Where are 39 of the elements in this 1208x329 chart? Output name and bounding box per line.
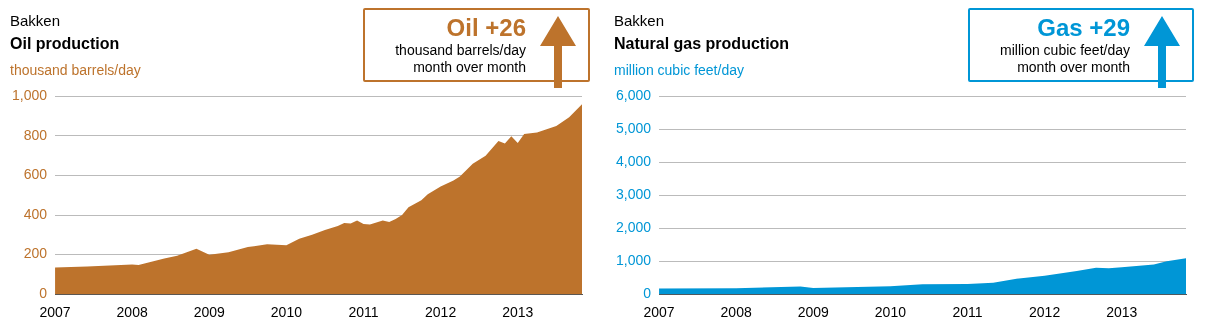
y-tick-label: 0: [643, 285, 652, 302]
x-tick-label: 2008: [116, 304, 148, 321]
y-tick-label: 200: [23, 245, 48, 262]
y-tick-label: 400: [23, 205, 48, 222]
x-tick-label: 2009: [193, 304, 226, 321]
chart-title: Natural gas production: [614, 35, 790, 53]
x-tick-label: 2007: [39, 304, 71, 321]
y-tick-label: 5,000: [615, 120, 652, 137]
text: thousand barrels/day: [395, 42, 526, 59]
y-tick-label: 6,000: [615, 87, 652, 104]
text: Oil +26: [445, 14, 526, 42]
x-tick-label: 2012: [425, 304, 457, 321]
text: month over month: [412, 59, 526, 76]
y-axis-title: million cubic feet/day: [614, 62, 744, 78]
y-axis-title: thousand barrels/day: [10, 62, 141, 78]
x-tick-label: 2008: [720, 304, 752, 321]
y-tick-label: 1,000: [11, 87, 48, 104]
y-tick-label: 0: [39, 285, 48, 302]
x-tick-label: 2012: [1029, 304, 1061, 321]
y-tick-label: 1,000: [615, 252, 652, 269]
y-tick-label: 4,000: [615, 153, 652, 170]
x-tick-label: 2011: [952, 304, 983, 321]
x-tick-label: 2009: [797, 304, 830, 321]
text: million cubic feet/day: [1000, 42, 1130, 59]
y-tick-label: 800: [23, 126, 48, 143]
x-tick-label: 2013: [1106, 304, 1138, 321]
y-tick-label: 2,000: [615, 219, 652, 236]
chart-subtitle: Bakken: [10, 12, 61, 29]
x-tick-label: 2007: [643, 304, 675, 321]
chart-subtitle: Bakken: [614, 12, 665, 29]
x-tick-label: 2010: [874, 304, 907, 321]
x-tick-label: 2011: [348, 304, 379, 321]
y-tick-label: 600: [23, 166, 48, 183]
text: Gas +29: [1036, 14, 1130, 42]
x-tick-label: 2010: [270, 304, 303, 321]
chart-title: Oil production: [10, 35, 120, 53]
y-tick-label: 3,000: [615, 186, 652, 203]
x-tick-label: 2013: [502, 304, 534, 321]
text: month over month: [1016, 59, 1130, 76]
